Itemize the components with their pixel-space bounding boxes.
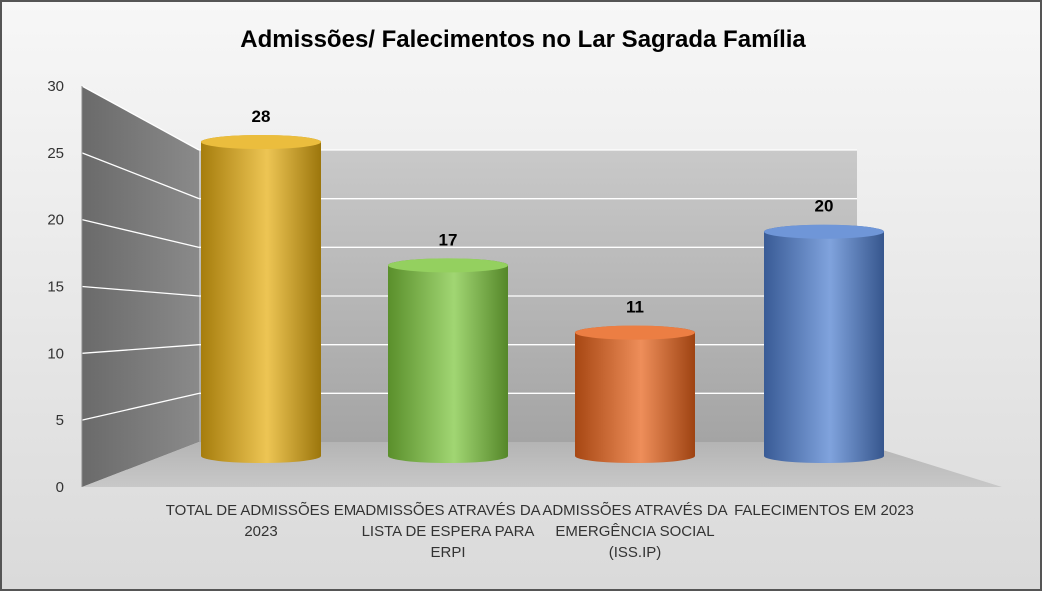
bar: [201, 135, 321, 463]
gridline: [81, 344, 200, 354]
gridline: [81, 219, 200, 248]
x-tick-label-line: ADMISSÕES ATRAVÉS DA: [355, 502, 540, 519]
x-tick-label-line: TOTAL DE ADMISSÕES EM: [166, 502, 357, 519]
bar: [388, 258, 508, 463]
x-tick-label: ADMISSÕES ATRAVÉS DA EMERGÊNCIA SOCIAL (IS…: [542, 502, 727, 561]
x-tick-label-line: 2023: [244, 523, 277, 540]
x-tick-label-line: ERPI: [430, 544, 465, 561]
data-label: 17: [439, 230, 458, 249]
gridline: [81, 392, 200, 421]
side-wall: [82, 86, 199, 487]
plot-area: 0 5 10 15 20 25 30 28 TOTAL DE ADMISSÕES EM 2023 1…: [47, 78, 1002, 561]
bar-top: [764, 224, 884, 239]
chart-title: Admissões/ Falecimentos no Lar Sagrada F…: [240, 26, 806, 53]
y-tick-label: 0: [56, 479, 64, 496]
bar-top: [575, 325, 695, 340]
x-tick-label: FALECIMENTOS EM 2023: [734, 502, 914, 519]
bar-top: [201, 135, 321, 149]
x-tick-label-line: EMERGÊNCIA SOCIAL: [555, 523, 714, 540]
data-label: 11: [626, 298, 644, 317]
data-label: 28: [252, 107, 271, 126]
gridline: [81, 285, 200, 297]
gridline: [81, 152, 200, 200]
y-tick-label: 5: [56, 412, 64, 429]
y-tick-label: 30: [47, 78, 64, 95]
y-tick-label: 10: [47, 345, 64, 362]
data-label: 20: [815, 197, 834, 216]
y-tick-label: 15: [47, 279, 64, 296]
x-tick-label-line: (ISS.IP): [609, 544, 662, 561]
y-tick-label: 20: [47, 212, 64, 229]
gridline: [81, 85, 200, 151]
x-tick-label-line: ADMISSÕES ATRAVÉS DA: [542, 502, 727, 519]
bar: [764, 224, 884, 463]
y-tick-label: 25: [47, 145, 64, 162]
bar: [575, 325, 695, 463]
x-tick-label: TOTAL DE ADMISSÕES EM 2023: [166, 502, 357, 540]
bar-top: [388, 258, 508, 273]
x-tick-label: ADMISSÕES ATRAVÉS DA LISTA DE ESPERA PARA…: [355, 502, 540, 561]
x-tick-label-line: LISTA DE ESPERA PARA: [362, 523, 535, 540]
x-tick-label-line: FALECIMENTOS EM 2023: [734, 502, 914, 519]
